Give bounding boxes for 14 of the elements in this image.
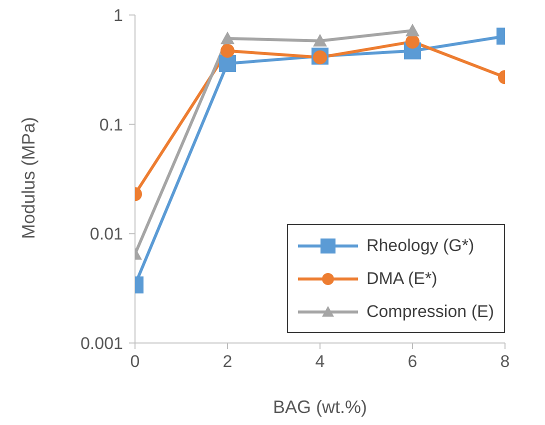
y-tick-label: 0.01 (90, 224, 123, 244)
legend-label: Rheology (G*) (365, 234, 476, 256)
y-tick-label: 0.1 (99, 115, 123, 134)
legend-label: DMA (E*) (365, 268, 438, 290)
legend-label: Compression (E) (365, 300, 494, 322)
x-tick-label: 0 (130, 352, 140, 372)
x-tick-label: 2 (222, 352, 232, 372)
x-tick-label: 4 (315, 352, 325, 372)
y-tick-label: 0.001 (80, 334, 123, 354)
y-axis-title: Modulus (MPa) (18, 116, 38, 239)
x-tick-label: 8 (500, 352, 510, 372)
y-tick-label: 1 (114, 6, 123, 26)
x-axis-title: BAG (wt.%) (272, 397, 368, 417)
x-tick-label: 6 (408, 352, 418, 372)
